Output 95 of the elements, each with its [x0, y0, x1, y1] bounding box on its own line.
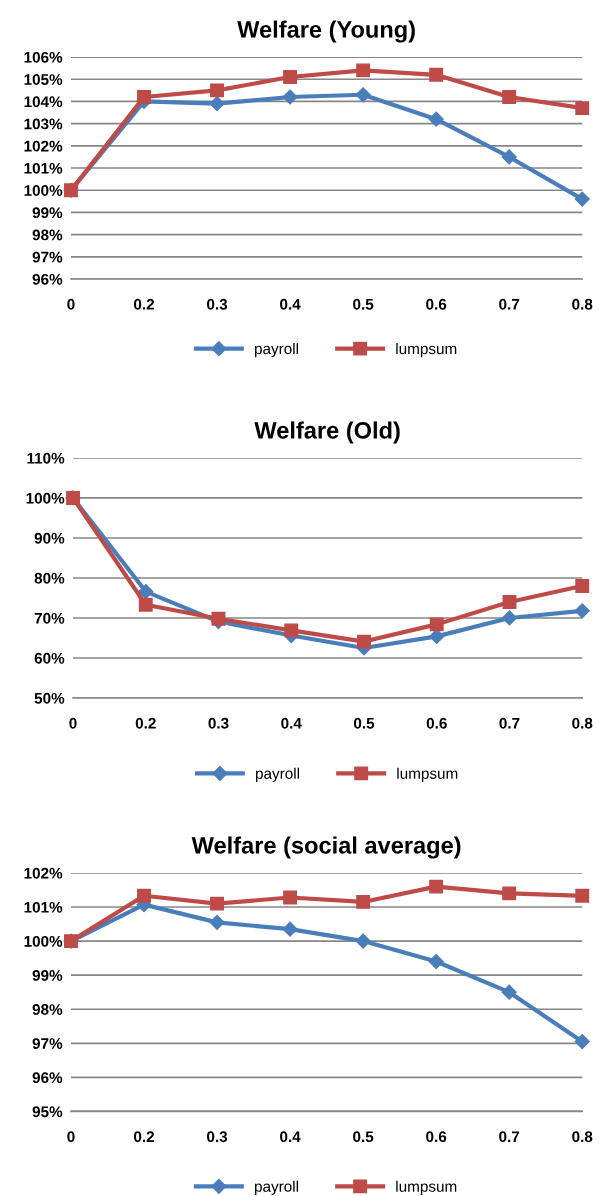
point [574, 191, 590, 207]
y-tick-label: 90% [34, 532, 65, 544]
point [356, 63, 371, 78]
point [282, 89, 298, 105]
y-tick-label: 99% [32, 970, 63, 981]
legend-label: lumpsum [397, 767, 458, 782]
x-tick-label: 0.2 [134, 298, 155, 310]
y-tick-label: 101% [24, 901, 63, 913]
point [137, 90, 151, 104]
x-tick-label: 0.2 [134, 1131, 155, 1143]
point [138, 583, 154, 600]
x-tick-label: 0.5 [353, 717, 375, 729]
y-tick-label: 97% [32, 251, 63, 263]
point [138, 597, 153, 612]
chart-title: Welfare (Old) [254, 421, 400, 444]
y-tick-label: 97% [32, 1038, 63, 1049]
legend-label: lumpsum [396, 1180, 457, 1195]
chart-title: Welfare (social average) [191, 836, 461, 859]
point [282, 921, 298, 937]
y-tick-label: 95% [32, 1106, 63, 1118]
y-tick-label: 100% [24, 935, 63, 947]
y-tick-label: 101% [24, 162, 63, 174]
point [355, 933, 371, 949]
x-tick-label: 0.6 [426, 1131, 447, 1143]
point [575, 101, 590, 116]
point [283, 70, 298, 84]
point [357, 634, 371, 649]
point [283, 890, 298, 905]
point [209, 914, 225, 930]
x-tick-label: 0.4 [280, 298, 301, 310]
point [574, 603, 590, 619]
point [356, 894, 371, 909]
y-tick-label: 50% [34, 692, 65, 704]
point [355, 87, 371, 103]
point [574, 1034, 590, 1050]
x-tick-label: 0 [69, 717, 77, 729]
legend-label: payroll [256, 767, 300, 782]
point [284, 623, 299, 638]
point [137, 888, 151, 903]
y-tick-label: 96% [32, 273, 63, 285]
x-tick-label: 0.3 [208, 717, 229, 729]
y-tick-label: 96% [32, 1072, 63, 1084]
point [429, 879, 444, 894]
point [502, 886, 517, 901]
y-tick-label: 100% [26, 492, 65, 504]
point [210, 83, 224, 98]
x-tick-label: 0.8 [572, 1131, 593, 1143]
y-tick-label: 102% [24, 867, 63, 879]
chart-title: Welfare (Young) [237, 20, 415, 43]
point [575, 888, 590, 903]
point [209, 96, 225, 112]
x-tick-label: 0.3 [207, 1131, 228, 1143]
y-tick-label: 102% [24, 140, 63, 152]
x-tick-label: 0.3 [207, 298, 228, 310]
legend-label: payroll [255, 1180, 298, 1195]
y-tick-label: 100% [24, 185, 63, 196]
legend-label: payroll [255, 342, 298, 358]
y-tick-label: 98% [32, 1004, 63, 1015]
point [501, 610, 518, 626]
x-tick-label: 0.2 [135, 717, 156, 729]
x-tick-label: 0.4 [281, 717, 302, 729]
point [210, 896, 224, 911]
x-tick-label: 0.4 [280, 1131, 301, 1143]
y-tick-label: 70% [34, 612, 65, 624]
y-tick-label: 105% [24, 74, 63, 85]
y-tick-label: 60% [34, 652, 65, 664]
y-tick-label: 99% [32, 207, 63, 219]
x-tick-label: 0 [67, 1131, 75, 1143]
x-tick-label: 0.6 [426, 298, 447, 310]
point [502, 595, 517, 609]
y-tick-label: 103% [24, 118, 63, 130]
y-tick-label: 110% [27, 452, 65, 464]
point [502, 90, 517, 104]
x-tick-label: 0 [67, 298, 75, 310]
y-tick-label: 106% [24, 51, 63, 63]
point [501, 984, 517, 1000]
y-tick-label: 98% [32, 229, 63, 241]
point [428, 953, 444, 970]
x-tick-label: 0.7 [499, 717, 520, 729]
point [429, 67, 444, 82]
point [575, 579, 590, 593]
y-tick-label: 104% [24, 96, 63, 108]
y-tick-label: 80% [34, 572, 65, 584]
point [501, 149, 517, 165]
x-tick-label: 0.7 [499, 1131, 520, 1143]
point [428, 111, 444, 127]
x-tick-label: 0.8 [572, 717, 593, 729]
x-tick-label: 0.5 [353, 1131, 374, 1143]
legend-label: lumpsum [396, 342, 457, 358]
point [211, 611, 226, 626]
point [429, 617, 444, 632]
x-tick-label: 0.8 [572, 298, 593, 310]
x-tick-label: 0.6 [426, 717, 447, 729]
x-tick-label: 0.7 [499, 298, 520, 310]
x-tick-label: 0.5 [353, 298, 374, 310]
